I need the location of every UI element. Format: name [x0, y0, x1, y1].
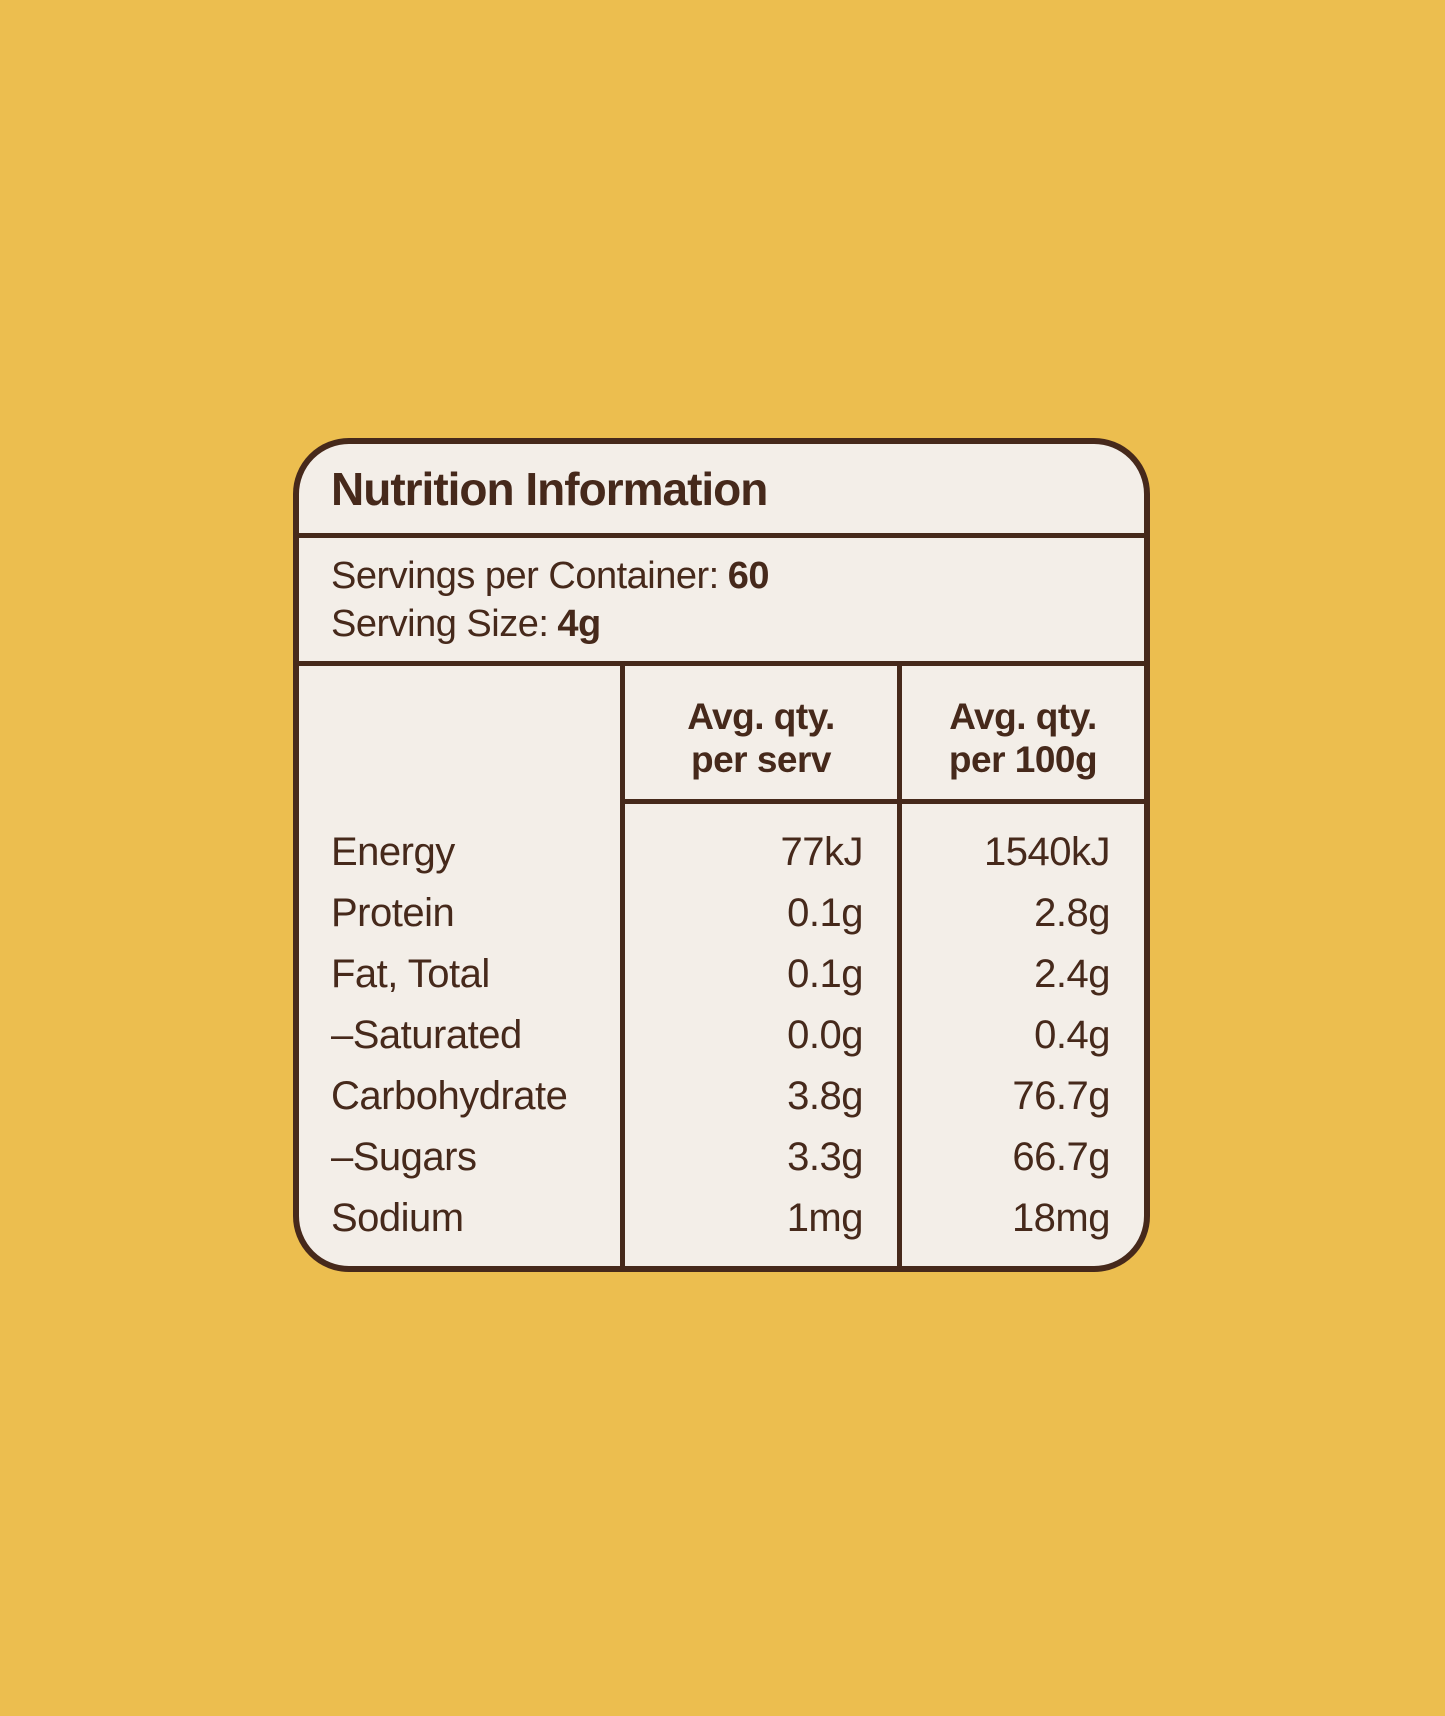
protein-per-100g: 2.8g	[1034, 891, 1110, 935]
table-header-row: Avg. qty. per serv Avg. qty. per 100g	[299, 666, 1144, 804]
table-header-per-100g: Avg. qty. per 100g	[897, 666, 1144, 804]
nutrient-label-column: Energy Protein Fat, Total –Saturated Car…	[299, 804, 620, 1266]
table-body: Energy Protein Fat, Total –Saturated Car…	[299, 804, 1144, 1266]
serving-size-label: Serving Size:	[331, 602, 549, 645]
sodium-per-100g: 18mg	[1011, 1196, 1111, 1240]
row-label-sugars: –Sugars	[331, 1135, 477, 1179]
servings-per-container-label: Servings per Container:	[331, 554, 719, 597]
carbohydrate-per-serv: 3.8g	[787, 1074, 863, 1118]
header-per-100g-line1: Avg. qty.	[949, 695, 1097, 737]
per-100g-column: 1540kJ 2.8g 2.4g 0.4g 76.7g 66.7g 18mg	[897, 804, 1144, 1266]
sugars-per-100g: 66.7g	[1012, 1135, 1110, 1179]
header-per-serv-line2: per serv	[691, 738, 832, 780]
nutrition-information-panel: Nutrition Information Servings per Conta…	[293, 438, 1150, 1272]
table-header-blank	[299, 666, 620, 804]
energy-per-100g: 1540kJ	[984, 830, 1110, 874]
nutrition-table: Avg. qty. per serv Avg. qty. per 100g En…	[299, 666, 1144, 1266]
header-per-serv-line1: Avg. qty.	[687, 695, 835, 737]
serving-size-value: 4g	[557, 602, 601, 645]
per-serv-column: 77kJ 0.1g 0.1g 0.0g 3.8g 3.3g 1mg	[620, 804, 897, 1266]
saturated-per-serv: 0.0g	[787, 1013, 863, 1057]
header-per-100g-line2: per 100g	[948, 738, 1098, 780]
sodium-per-serv: 1mg	[786, 1196, 864, 1240]
saturated-per-100g: 0.4g	[1034, 1013, 1110, 1057]
servings-section: Servings per Container: 60 Serving Size: 4…	[299, 538, 1144, 666]
row-label-saturated: –Saturated	[331, 1013, 522, 1057]
sugars-per-serv: 3.3g	[787, 1135, 863, 1179]
energy-per-serv: 77kJ	[780, 830, 864, 874]
title-section: Nutrition Information	[299, 444, 1144, 538]
carbohydrate-per-100g: 76.7g	[1012, 1074, 1110, 1118]
row-label-protein: Protein	[331, 891, 455, 935]
row-label-sodium: Sodium	[331, 1196, 464, 1240]
servings-per-container-line: Servings per Container: 60	[331, 552, 1144, 600]
row-label-fat-total: Fat, Total	[331, 952, 490, 996]
row-label-energy: Energy	[331, 830, 455, 874]
panel-title: Nutrition Information	[331, 462, 768, 515]
fat-total-per-100g: 2.4g	[1034, 952, 1110, 996]
table-header-per-serv: Avg. qty. per serv	[620, 666, 897, 804]
row-label-carbohydrate: Carbohydrate	[331, 1074, 568, 1118]
servings-per-container-value: 60	[727, 554, 770, 597]
fat-total-per-serv: 0.1g	[787, 952, 863, 996]
serving-size-line: Serving Size: 4g	[331, 600, 1144, 648]
protein-per-serv: 0.1g	[787, 891, 863, 935]
